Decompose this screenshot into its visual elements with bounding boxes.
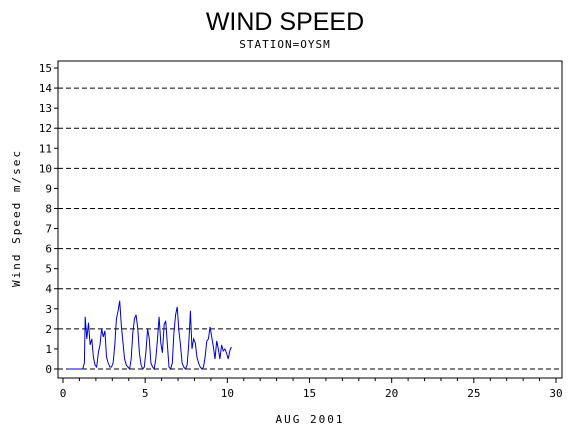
y-tick-label: 15 xyxy=(39,62,52,75)
x-tick-label: 10 xyxy=(221,387,234,400)
x-tick-label: 25 xyxy=(467,387,480,400)
x-tick-label: 0 xyxy=(60,387,67,400)
y-tick-label: 2 xyxy=(45,323,52,336)
x-axis-label: AUG 2001 xyxy=(276,413,345,426)
x-axis-ticks: 0 5 10 15 20 25 30 xyxy=(60,378,563,400)
y-tick-label: 3 xyxy=(45,303,52,316)
y-tick-label: 0 xyxy=(45,363,52,376)
y-tick-label: 14 xyxy=(39,82,53,95)
y-tick-label: 4 xyxy=(45,283,52,296)
y-axis-label: Wind Speed m/sec xyxy=(10,149,23,287)
y-tick-label: 9 xyxy=(45,182,52,195)
x-tick-label: 5 xyxy=(142,387,149,400)
x-tick-label: 20 xyxy=(385,387,398,400)
wind-speed-series-line xyxy=(67,300,232,371)
y-tick-label: 7 xyxy=(45,223,52,236)
y-tick-label: 1 xyxy=(45,343,52,356)
plot-frame xyxy=(57,60,563,379)
x-tick-label: 15 xyxy=(303,387,316,400)
y-tick-label: 10 xyxy=(39,162,52,175)
y-tick-label: 8 xyxy=(45,202,52,215)
y-tick-label: 6 xyxy=(45,243,52,256)
grid-lines xyxy=(58,87,562,370)
chart-title: WIND SPEED xyxy=(206,8,364,36)
y-tick-label: 13 xyxy=(39,102,52,115)
y-tick-label: 11 xyxy=(39,142,52,155)
y-tick-label: 5 xyxy=(45,263,52,276)
x-tick-label: 30 xyxy=(549,387,562,400)
chart-subtitle: STATION=OYSM xyxy=(239,38,330,51)
y-tick-label: 12 xyxy=(39,122,52,135)
series-group xyxy=(67,300,232,371)
